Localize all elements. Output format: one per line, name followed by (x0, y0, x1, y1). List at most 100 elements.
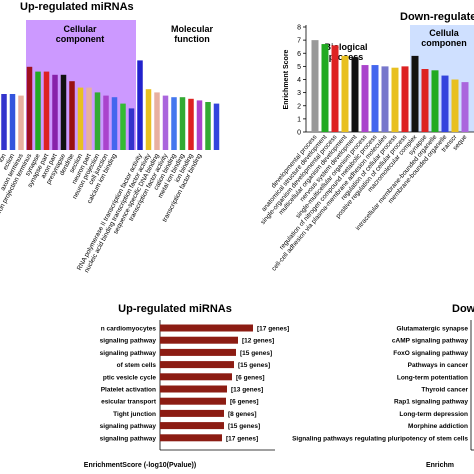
bar (188, 98, 194, 150)
y-tick-label: cAMP signaling pathway (392, 338, 468, 345)
bar (160, 336, 238, 344)
y-tick-label: 4 (297, 77, 301, 84)
chart: Dow Enrichm Glutamatergic synapse cAMP sign… (292, 303, 474, 469)
bar (120, 103, 126, 150)
bar (451, 79, 459, 132)
bar (86, 87, 92, 150)
y-tick-label: esicular transport (101, 399, 157, 406)
annotation: Cellula componen (421, 28, 467, 48)
bar (213, 103, 220, 150)
bar (341, 55, 349, 132)
bar (421, 69, 429, 132)
bar (160, 434, 222, 442)
y-tick-label: Rap1 signaling pathway (394, 399, 468, 406)
bar (361, 65, 369, 132)
chart-title: Down-regulate (400, 11, 474, 23)
bar (461, 82, 469, 132)
y-tick-label: ptic vesicle cycle (103, 374, 157, 381)
y-tick-label: 0 (297, 130, 301, 137)
y-tick-label: 6 (297, 51, 301, 58)
value-label: [13 genes] (231, 387, 263, 394)
bar (311, 40, 319, 132)
bar (331, 45, 339, 132)
annotation: Molecular function (171, 24, 214, 44)
bar (401, 66, 409, 132)
x-tick-label: ion (0, 152, 8, 163)
bar (9, 94, 16, 150)
bar (391, 67, 399, 132)
y-tick-label: 3 (297, 90, 301, 97)
y-tick-label: Long-term depression (399, 411, 468, 418)
y-tick-label: signaling pathway (100, 435, 157, 442)
bar (160, 385, 227, 393)
y-tick-label: Tight junction (113, 411, 156, 418)
y-tick-label: n cardiomyocytes (101, 326, 157, 333)
bar (321, 44, 329, 132)
bar (43, 71, 50, 150)
bar (431, 70, 439, 132)
bar (18, 95, 24, 150)
bar (160, 373, 232, 381)
y-tick-label: signaling pathway (100, 338, 157, 345)
bar (94, 92, 101, 150)
y-tick-label: Platelet activation (101, 387, 156, 394)
bar (154, 92, 160, 150)
bar (103, 95, 109, 150)
y-tick-label: 5 (297, 64, 301, 71)
annotation: Cellular component (56, 24, 105, 44)
bar (128, 108, 135, 150)
value-label: [8 genes] (228, 411, 257, 418)
bar (411, 55, 419, 132)
chart: Up-regulated miRNAs Cellular component Mole… (0, 1, 220, 274)
bar (160, 409, 224, 417)
value-label: [12 genes] (242, 338, 274, 345)
y-tick-label: Signaling pathways regulating pluripoten… (292, 435, 468, 442)
y-tick-label: Pathways in cancer (408, 362, 469, 369)
value-label: [17 genes] (226, 435, 258, 442)
y-tick-label: Morphine addiction (408, 423, 468, 430)
value-label: [6 genes] (236, 374, 265, 381)
bar (60, 74, 67, 150)
y-tick-label: FoxO signaling pathway (393, 350, 468, 357)
y-tick-label: 8 (297, 25, 301, 32)
bar (52, 74, 58, 150)
bar (371, 65, 379, 132)
bar (441, 75, 449, 132)
chart: Down-regulateBiologicalprocessCellulacom… (260, 11, 474, 273)
bar (160, 361, 234, 369)
y-tick-label: signaling pathway (100, 423, 157, 430)
bar (111, 97, 118, 150)
bar (171, 97, 177, 150)
chart-title: Dow (452, 303, 474, 315)
bar (137, 60, 143, 150)
y-tick-label: signaling pathway (100, 350, 157, 357)
bar (145, 89, 152, 150)
bar (35, 71, 41, 150)
bar (179, 97, 186, 150)
bar (160, 324, 253, 332)
bar (205, 102, 211, 150)
bar (160, 397, 226, 405)
x-axis-label: EnrichmentScore (-log10(Pvalue)) (84, 462, 196, 469)
bar (162, 95, 169, 150)
x-axis-label: Enrichm (426, 462, 454, 469)
bar (351, 57, 359, 132)
chart-title: Up-regulated miRNAs (20, 1, 134, 13)
value-label: [15 genes] (228, 423, 260, 430)
bar (381, 66, 389, 132)
y-tick-label: 1 (297, 116, 301, 123)
bar (160, 348, 236, 356)
y-tick-label: 2 (297, 103, 301, 110)
value-label: [6 genes] (230, 399, 259, 406)
y-axis-label: Enrichment Score (283, 49, 290, 109)
bar (160, 422, 224, 430)
value-label: [17 genes] (257, 326, 289, 333)
value-label: [15 genes] (240, 350, 272, 357)
bar (196, 100, 203, 150)
chart: Up-regulated miRNAs EnrichmentScore (-log… (84, 303, 289, 469)
bar (77, 87, 84, 150)
value-label: [15 genes] (238, 362, 270, 369)
y-tick-label: Long-term potentiation (397, 374, 468, 381)
y-tick-label: Glutamatergic synapse (396, 326, 468, 333)
